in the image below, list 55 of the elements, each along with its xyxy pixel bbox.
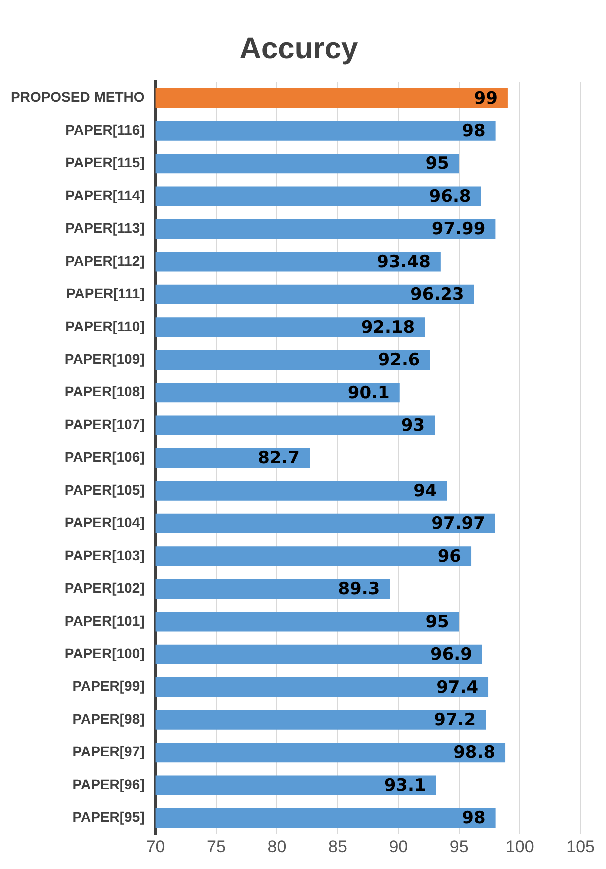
data-label: 93.1 <box>384 776 426 796</box>
y-tick-label: PAPER[102] <box>64 580 145 596</box>
y-tick-label: PAPER[95] <box>72 809 145 826</box>
data-label: 92.18 <box>361 318 416 338</box>
data-label: 98 <box>462 808 486 829</box>
y-tick-label: PROPOSED METHO <box>10 89 145 106</box>
data-label: 97.2 <box>434 710 476 730</box>
x-tick-label: 80 <box>268 837 287 856</box>
y-tick-label: PAPER[114] <box>66 187 145 204</box>
y-tick-label: PAPER[105] <box>64 482 145 498</box>
y-tick-label: PAPER[101] <box>64 612 145 629</box>
data-label: 93.48 <box>377 252 431 272</box>
y-tick-label: PAPER[97] <box>72 744 145 760</box>
y-tick-label: PAPER[100] <box>64 645 145 662</box>
y-tick-label: PAPER[112] <box>66 252 145 269</box>
data-label: 99 <box>474 88 498 109</box>
data-label: 96 <box>438 546 462 567</box>
data-label: 96.9 <box>430 645 472 666</box>
y-tick-label: PAPER[116] <box>66 122 145 138</box>
x-tick-label: 75 <box>207 837 226 856</box>
data-label: 98 <box>462 122 486 142</box>
chart-title: Accurcy <box>240 32 359 66</box>
y-tick-label: PAPER[103] <box>64 547 145 564</box>
y-tick-label: PAPER[109] <box>64 350 145 367</box>
data-label: 93 <box>401 416 426 436</box>
x-tick-label: 85 <box>328 837 348 856</box>
data-label: 97.97 <box>432 514 486 534</box>
data-label: 89.3 <box>338 580 380 600</box>
x-tick-label: 70 <box>146 837 166 856</box>
y-tick-label: PAPER[99] <box>72 678 145 694</box>
y-tick-label: PAPER[108] <box>64 384 145 400</box>
y-tick-label: PAPER[107] <box>64 416 145 432</box>
data-label: 97.99 <box>432 220 486 240</box>
x-tick-label: 90 <box>389 837 408 856</box>
y-tick-label: PAPER[115] <box>66 154 145 171</box>
y-tick-label: PAPER[98] <box>72 710 145 727</box>
data-label: 96.23 <box>410 285 464 306</box>
y-tick-label: PAPER[110] <box>66 318 145 334</box>
data-label: 94 <box>414 481 438 502</box>
data-label: 98.8 <box>454 743 496 764</box>
data-label: 90.1 <box>348 383 390 404</box>
y-tick-label: PAPER[104] <box>64 514 145 531</box>
x-tick-label: 100 <box>506 837 534 856</box>
y-tick-label: PAPER[113] <box>66 220 145 236</box>
x-tick-label: 105 <box>566 837 596 856</box>
x-tick-label: 95 <box>450 837 469 856</box>
y-tick-label: PAPER[111] <box>66 286 145 302</box>
data-label: 96.8 <box>429 186 472 207</box>
data-label: 95 <box>426 612 450 632</box>
data-label: 92.6 <box>378 350 420 371</box>
data-label: 82.7 <box>258 448 300 469</box>
data-label: 95 <box>426 154 450 174</box>
data-label: 97.4 <box>436 678 479 698</box>
y-tick-label: PAPER[96] <box>72 776 145 792</box>
y-tick-label: PAPER[106] <box>64 449 145 466</box>
